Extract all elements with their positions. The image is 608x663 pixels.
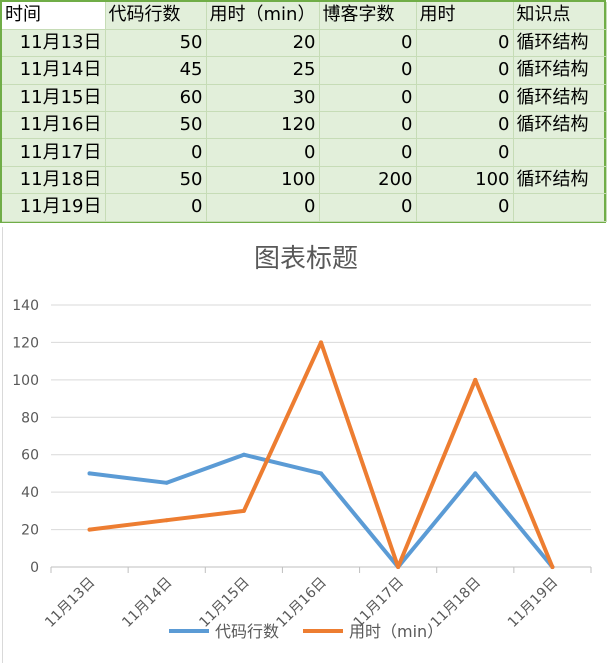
x-tick-label: 11月13日: [42, 575, 98, 631]
table-row: 11月13日 50 20 0 0 循环结构: [2, 29, 607, 58]
table-cell[interactable]: 30: [206, 84, 320, 113]
table-cell[interactable]: 200: [319, 166, 417, 195]
data-point: [87, 527, 92, 532]
table-cell[interactable]: 11月17日: [2, 138, 106, 167]
y-tick-label: 40: [21, 485, 39, 501]
header-cell[interactable]: 代码行数: [105, 2, 207, 30]
table-cell[interactable]: 0: [319, 84, 417, 113]
header-cell[interactable]: 时间: [2, 2, 106, 30]
legend-label: 用时（min）: [349, 622, 443, 641]
table-cell[interactable]: 100: [416, 166, 514, 195]
table-cell[interactable]: 11月18日: [2, 166, 106, 195]
table-cell[interactable]: 0: [206, 138, 320, 167]
table-cell[interactable]: 11月13日: [2, 29, 106, 58]
table-row: 11月18日 50 100 200 100 循环结构: [2, 166, 607, 195]
table-cell[interactable]: [513, 138, 607, 167]
table-cell[interactable]: 60: [105, 84, 207, 113]
table-cell[interactable]: 循环结构: [513, 111, 607, 140]
y-tick-label: 20: [21, 523, 39, 539]
header-cell[interactable]: 博客字数: [319, 2, 417, 30]
table-cell[interactable]: 25: [206, 56, 320, 85]
data-point: [550, 565, 555, 569]
legend-label: 代码行数: [215, 622, 279, 641]
x-tick-label: 11月14日: [119, 575, 175, 631]
table-row: 11月15日 60 30 0 0 循环结构: [2, 84, 607, 113]
spreadsheet-table: 时间 代码行数 用时（min） 博客字数 用时 知识点 11月13日 50 20…: [0, 0, 607, 223]
table-cell[interactable]: 循环结构: [513, 84, 607, 113]
table-cell[interactable]: 11月15日: [2, 84, 106, 113]
table-cell[interactable]: 0: [319, 29, 417, 58]
table-cell[interactable]: 50: [105, 166, 207, 195]
data-point: [319, 471, 323, 476]
chart-title: 图表标题: [254, 244, 358, 274]
data-point: [164, 480, 169, 485]
table-cell[interactable]: 0: [416, 138, 514, 167]
data-point: [87, 471, 92, 476]
table-cell[interactable]: 0: [105, 138, 207, 167]
y-tick-label: 100: [12, 373, 39, 389]
table-cell[interactable]: 0: [319, 111, 417, 140]
table-row: 11月17日 0 0 0 0: [2, 138, 607, 167]
table-cell[interactable]: 50: [105, 111, 207, 140]
line-chart: 图表标题 0 20 40 60 80 100 120 140 11月13日 11月14日 11月1…: [12, 244, 592, 641]
data-point: [473, 377, 478, 382]
table-cell[interactable]: 循环结构: [513, 29, 607, 58]
table-cell[interactable]: 0: [416, 56, 514, 85]
header-cell[interactable]: 知识点: [513, 2, 607, 30]
y-tick-label: 80: [21, 410, 39, 426]
header-cell[interactable]: 用时（min）: [206, 2, 320, 30]
table-cell[interactable]: 0: [319, 138, 417, 167]
table-cell[interactable]: 50: [105, 29, 207, 58]
data-point: [241, 452, 246, 457]
chart-area[interactable]: 图表标题 0 20 40 60 80 100 120 140 11月13日 11月14日 11月1…: [2, 227, 607, 663]
x-tick-label: 11月16日: [274, 575, 330, 631]
data-point: [319, 340, 323, 345]
table-cell[interactable]: 11月14日: [2, 56, 106, 85]
table-cell[interactable]: 100: [206, 166, 320, 195]
data-point: [164, 518, 169, 523]
table-row: 11月14日 45 25 0 0 循环结构: [2, 56, 607, 85]
header-cell[interactable]: 用时: [416, 2, 514, 30]
y-tick-label: 140: [12, 298, 39, 314]
table-cell[interactable]: 0: [416, 193, 514, 222]
y-tick-label: 120: [12, 335, 39, 351]
table-cell[interactable]: [513, 193, 607, 222]
table-cell[interactable]: 11月19日: [2, 193, 106, 222]
table-cell[interactable]: 0: [319, 193, 417, 222]
table-cell[interactable]: 0: [319, 56, 417, 85]
data-point: [241, 508, 246, 513]
table-cell[interactable]: 11月16日: [2, 111, 106, 140]
x-tick-label: 11月19日: [505, 575, 561, 631]
table-cell[interactable]: 45: [105, 56, 207, 85]
header-row: 时间 代码行数 用时（min） 博客字数 用时 知识点: [2, 2, 607, 30]
table-cell[interactable]: 20: [206, 29, 320, 58]
data-point: [473, 471, 478, 476]
data-point: [396, 565, 401, 569]
table-cell[interactable]: 0: [416, 84, 514, 113]
table-cell[interactable]: 0: [105, 193, 207, 222]
table-cell[interactable]: 循环结构: [513, 166, 607, 195]
y-tick-label: 60: [21, 448, 39, 464]
table-row: 11月16日 50 120 0 0 循环结构: [2, 111, 607, 140]
table-cell[interactable]: 0: [416, 29, 514, 58]
table-cell[interactable]: 0: [206, 193, 320, 222]
table-cell[interactable]: 0: [416, 111, 514, 140]
table-cell[interactable]: 120: [206, 111, 320, 140]
table-cell[interactable]: 循环结构: [513, 56, 607, 85]
y-tick-label: 0: [30, 560, 39, 576]
table-row: 11月19日 0 0 0 0: [2, 193, 607, 222]
